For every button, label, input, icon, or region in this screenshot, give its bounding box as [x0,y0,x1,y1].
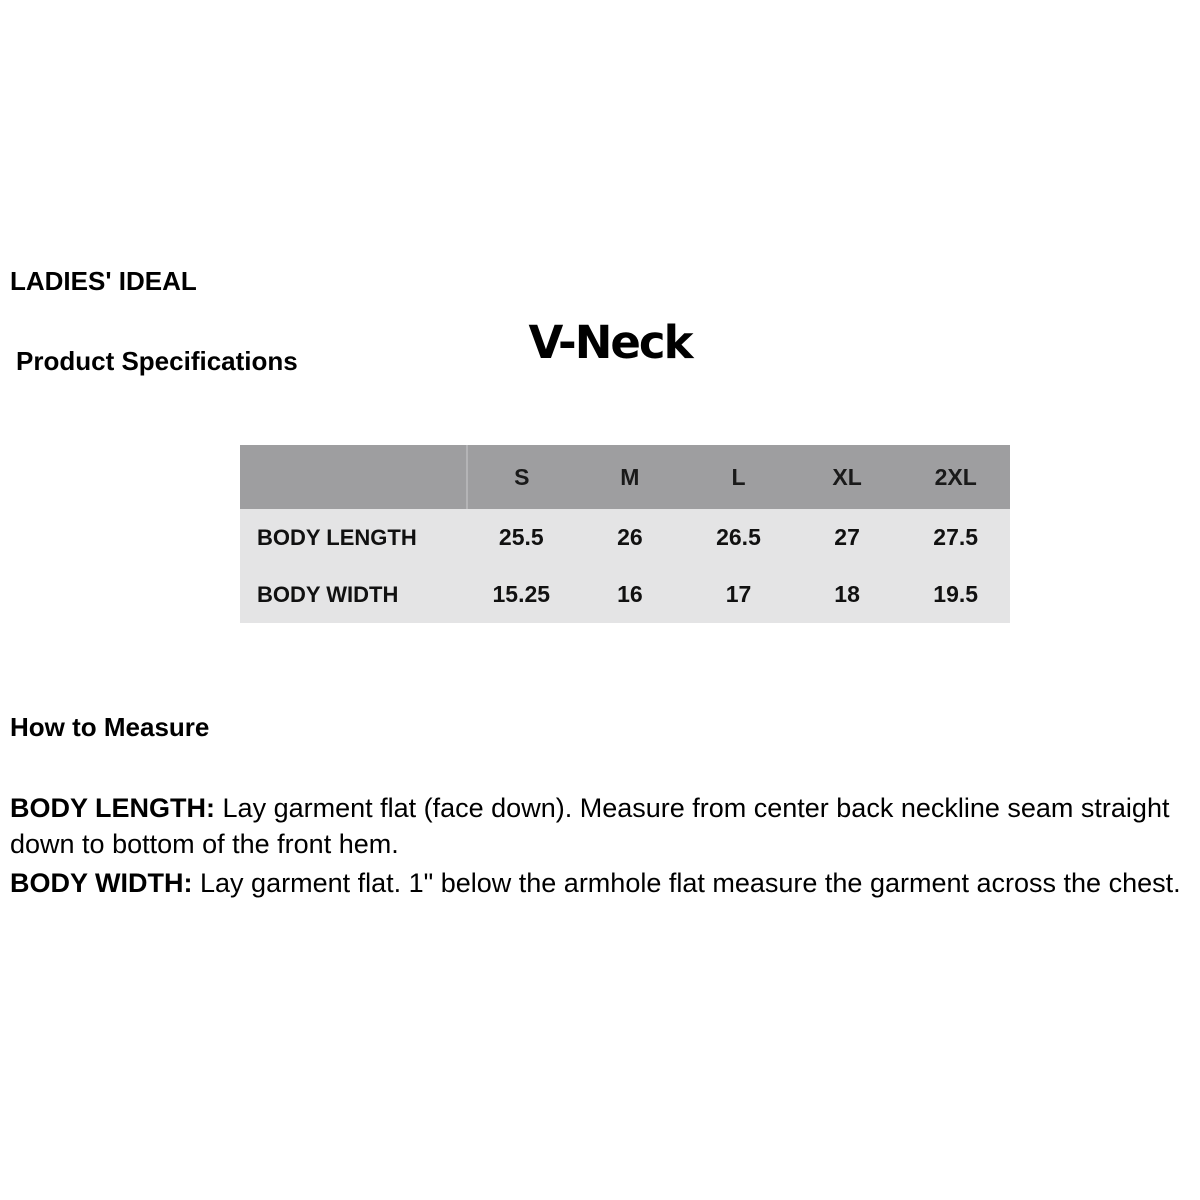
cell-body-length-l: 26.5 [684,509,793,566]
table-corner-cell [240,445,468,509]
table-header-row: S M L XL 2XL [240,445,1010,509]
table-row-body-width: BODY WIDTH 15.25 16 17 18 19.5 [240,566,1010,623]
body-length-instruction: BODY LENGTH: Lay garment flat (face down… [10,790,1196,862]
how-to-measure-heading: How to Measure [10,712,210,742]
body-width-instruction: BODY WIDTH: Lay garment flat. 1" below t… [10,865,1196,901]
row-label-body-width: BODY WIDTH [240,566,467,623]
size-column-header-m: M [575,445,685,509]
size-column-header-xl: XL [792,445,902,509]
cell-body-width-m: 16 [575,566,685,623]
body-width-instruction-text: Lay garment flat. 1" below the armhole f… [200,868,1181,898]
size-column-header-2xl: 2XL [901,445,1010,509]
cell-body-length-s: 25.5 [467,509,576,566]
cell-body-width-2xl: 19.5 [901,566,1010,623]
cell-body-length-m: 26 [575,509,685,566]
cell-body-width-xl: 18 [792,566,902,623]
row-label-body-length: BODY LENGTH [240,509,467,566]
product-specifications-heading: Product Specifications [16,346,298,376]
measure-instructions: BODY LENGTH: Lay garment flat (face down… [10,790,1196,904]
body-length-instruction-text: Lay garment flat (face down). Measure fr… [10,793,1170,859]
brand-title: LADIES' IDEAL [10,266,197,296]
body-length-instruction-label: BODY LENGTH: [10,793,216,823]
size-column-header-l: L [684,445,793,509]
table-row-body-length: BODY LENGTH 25.5 26 26.5 27 27.5 [240,509,1010,566]
size-spec-table: S M L XL 2XL BODY LENGTH 25.5 26 26.5 27… [240,445,1010,623]
cell-body-width-s: 15.25 [467,566,576,623]
style-name-title: V-Neck [528,316,693,369]
body-width-instruction-label: BODY WIDTH: [10,868,193,898]
cell-body-length-2xl: 27.5 [901,509,1010,566]
size-column-header-s: S [467,445,576,509]
cell-body-length-xl: 27 [792,509,902,566]
cell-body-width-l: 17 [684,566,793,623]
